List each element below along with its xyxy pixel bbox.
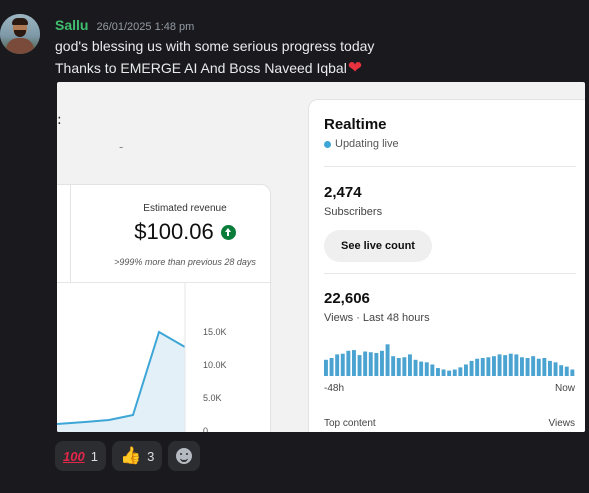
revenue-compare: >999% more than previous 28 days [114, 257, 256, 267]
smiley-icon [176, 448, 193, 464]
views-bar [447, 370, 452, 376]
views-bar [357, 355, 362, 376]
views-bar [508, 353, 513, 376]
views-bar [480, 358, 485, 376]
reaction-100[interactable]: 100 1 [55, 441, 106, 471]
revenue-label: Estimated revenue [143, 203, 227, 214]
message-line-2: Thanks to EMERGE AI And Boss Naveed Iqba… [55, 58, 363, 77]
message-header: Sallu 26/01/2025 1:48 pm [55, 17, 194, 33]
views-bar [419, 361, 424, 376]
ytick-label: 5.0K [203, 393, 222, 403]
username[interactable]: Sallu [55, 17, 89, 33]
revenue-summary: Estimated revenue $100.06 >999% more tha… [57, 185, 272, 283]
views-bar [452, 369, 457, 376]
reaction-count: 1 [90, 448, 98, 464]
subscribers-value: 2,474 [324, 184, 362, 201]
cropped-dash: - [119, 140, 124, 154]
views-value: 22,606 [324, 290, 370, 307]
views-bar [335, 354, 340, 376]
views-bar [486, 357, 491, 376]
reaction-count: 3 [147, 448, 155, 464]
views-bar [380, 350, 384, 376]
views-bar [553, 362, 558, 376]
see-live-count-button[interactable]: See live count [324, 230, 432, 262]
live-status: Updating live [324, 138, 399, 150]
hundred-points-icon: 100 [63, 448, 85, 464]
views-bar [368, 352, 373, 376]
views-bar [520, 357, 524, 376]
views-bar [564, 366, 569, 376]
views-bar [363, 351, 368, 376]
realtime-card: Realtime Updating live 2,474 Subscribers… [308, 99, 585, 432]
message-line-2-text: Thanks to EMERGE AI And Boss Naveed Iqba… [55, 60, 347, 76]
views-bar [497, 354, 502, 376]
views-bar [385, 344, 390, 376]
views-bar [374, 352, 379, 376]
views-bar [436, 368, 440, 376]
message-line-1: god's blessing us with some serious prog… [55, 38, 375, 54]
realtime-title: Realtime [324, 116, 387, 133]
views-bar [441, 369, 446, 376]
views-bar [531, 356, 536, 376]
views-bar [570, 369, 575, 376]
attached-image[interactable]: : - Estimated revenue $100.06 >999% more… [57, 82, 585, 432]
views-bar [458, 367, 463, 376]
views-bar [469, 360, 474, 376]
arrow-up-icon [220, 224, 236, 240]
top-content-label: Top content [324, 418, 376, 429]
views-bar [536, 358, 541, 376]
top-content-views-label: Views [548, 418, 576, 429]
views-bar [525, 358, 530, 376]
divider [324, 166, 576, 167]
live-status-text: Updating live [335, 138, 399, 150]
heart-icon: ❤ [347, 58, 363, 77]
views-bar [559, 365, 564, 376]
add-reaction-button[interactable] [168, 441, 201, 471]
views-bar-chart [324, 344, 575, 376]
views-bar [430, 364, 435, 376]
divider [324, 273, 576, 274]
revenue-value-row: $100.06 [98, 219, 272, 245]
subscribers-label: Subscribers [324, 206, 383, 218]
views-bar [346, 350, 351, 376]
views-bar [352, 350, 356, 376]
reactions: 100 1 👍 3 [55, 441, 201, 471]
views-bar [548, 360, 552, 376]
timestamp: 26/01/2025 1:48 pm [96, 21, 195, 33]
ytick-label: 15.0K [203, 327, 227, 337]
views-bar [329, 358, 334, 376]
chart-area [57, 332, 185, 432]
views-bar [492, 356, 496, 376]
views-bar [396, 358, 401, 376]
thumbs-up-icon: 👍 [119, 446, 142, 465]
divider [70, 185, 71, 283]
views-bar [475, 358, 480, 376]
avatar[interactable] [0, 14, 40, 54]
reaction-thumbs-up[interactable]: 👍 3 [111, 441, 163, 471]
ytick-label: 0 [203, 426, 209, 432]
views-bar [514, 354, 519, 376]
views-bar [424, 362, 429, 376]
views-bar [464, 364, 468, 376]
views-label: Views · Last 48 hours [324, 312, 430, 324]
views-bar [542, 358, 547, 376]
live-dot-icon [324, 140, 331, 148]
views-bar [402, 357, 407, 376]
revenue-chart-svg [57, 282, 186, 432]
revenue-value: $100.06 [134, 219, 214, 244]
views-bar [408, 354, 412, 376]
views-bar [503, 355, 508, 376]
axis-end-label: Now [554, 383, 575, 394]
views-bar [413, 359, 418, 376]
ytick-label: 10.0K [203, 360, 227, 370]
revenue-chart: 15.0K 10.0K 5.0K 0 [57, 282, 257, 432]
views-bar [391, 356, 396, 376]
axis-start-label: -48h [324, 383, 345, 394]
cropped-mark: : [57, 112, 62, 128]
views-bar [324, 359, 328, 376]
views-bar [340, 353, 345, 376]
chart-line [57, 330, 186, 425]
